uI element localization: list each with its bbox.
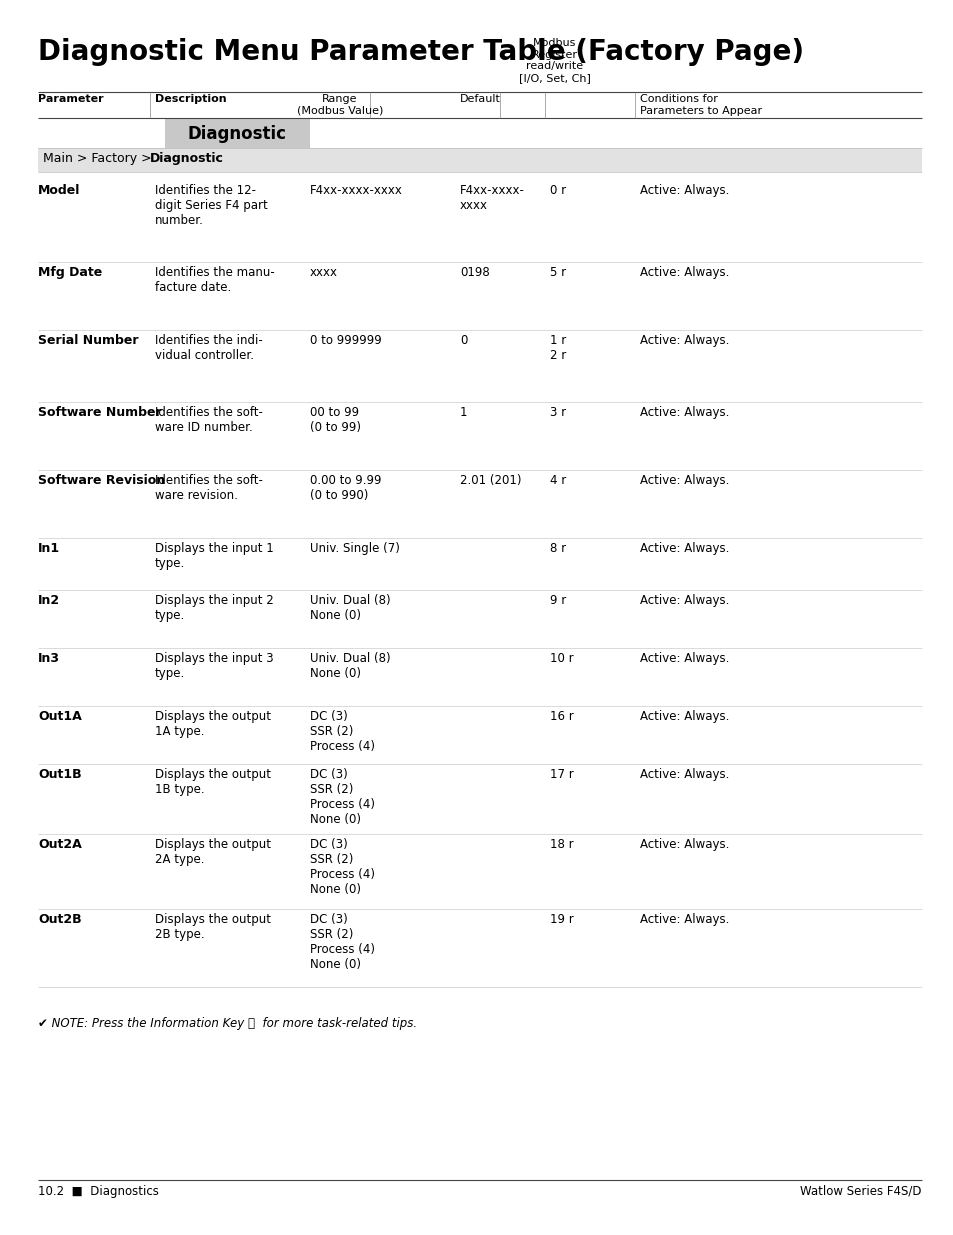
Text: ✔ NOTE: Press the Information Key ⓘ  for more task-related tips.: ✔ NOTE: Press the Information Key ⓘ for … bbox=[38, 1016, 416, 1030]
Text: 0198: 0198 bbox=[459, 266, 489, 279]
Text: F4xx-xxxx-xxxx: F4xx-xxxx-xxxx bbox=[310, 184, 402, 198]
Text: 00 to 99
(0 to 99): 00 to 99 (0 to 99) bbox=[310, 406, 360, 433]
Text: Univ. Dual (8)
None (0): Univ. Dual (8) None (0) bbox=[310, 594, 390, 622]
Text: 16 r: 16 r bbox=[550, 710, 573, 722]
Text: Software Number: Software Number bbox=[38, 406, 161, 419]
Text: Modbus
Register
read/write
[I/O, Set, Ch]: Modbus Register read/write [I/O, Set, Ch… bbox=[518, 38, 590, 83]
Text: Range
(Modbus Value): Range (Modbus Value) bbox=[296, 94, 383, 116]
Text: In2: In2 bbox=[38, 594, 60, 606]
Text: 0 r: 0 r bbox=[550, 184, 565, 198]
Text: DC (3)
SSR (2)
Process (4): DC (3) SSR (2) Process (4) bbox=[310, 710, 375, 753]
Text: 19 r: 19 r bbox=[550, 913, 573, 926]
Text: Out1B: Out1B bbox=[38, 768, 82, 781]
Text: 9 r: 9 r bbox=[550, 594, 566, 606]
Text: 5 r: 5 r bbox=[550, 266, 565, 279]
Text: Diagnostic Menu Parameter Table (Factory Page): Diagnostic Menu Parameter Table (Factory… bbox=[38, 38, 803, 65]
Text: Displays the input 2
type.: Displays the input 2 type. bbox=[154, 594, 274, 622]
Text: Conditions for
Parameters to Appear: Conditions for Parameters to Appear bbox=[639, 94, 761, 116]
Text: Identifies the 12-
digit Series F4 part
number.: Identifies the 12- digit Series F4 part … bbox=[154, 184, 268, 227]
Text: Active: Always.: Active: Always. bbox=[639, 768, 729, 781]
Text: 4 r: 4 r bbox=[550, 474, 566, 487]
Text: 0 to 999999: 0 to 999999 bbox=[310, 333, 381, 347]
Text: Active: Always.: Active: Always. bbox=[639, 652, 729, 664]
Text: Displays the input 1
type.: Displays the input 1 type. bbox=[154, 542, 274, 571]
Text: Displays the output
2B type.: Displays the output 2B type. bbox=[154, 913, 271, 941]
Text: Mfg Date: Mfg Date bbox=[38, 266, 102, 279]
Text: 17 r: 17 r bbox=[550, 768, 573, 781]
Text: 10.2  ■  Diagnostics: 10.2 ■ Diagnostics bbox=[38, 1186, 159, 1198]
Text: Default: Default bbox=[459, 94, 500, 104]
Text: Displays the output
1B type.: Displays the output 1B type. bbox=[154, 768, 271, 797]
Text: 2.01 (201): 2.01 (201) bbox=[459, 474, 521, 487]
Text: 1: 1 bbox=[459, 406, 467, 419]
Text: Serial Number: Serial Number bbox=[38, 333, 138, 347]
Text: Active: Always.: Active: Always. bbox=[639, 839, 729, 851]
Text: Identifies the soft-
ware ID number.: Identifies the soft- ware ID number. bbox=[154, 406, 263, 433]
Text: Watlow Series F4S/D: Watlow Series F4S/D bbox=[800, 1186, 921, 1198]
Text: 0.00 to 9.99
(0 to 990): 0.00 to 9.99 (0 to 990) bbox=[310, 474, 381, 501]
Text: Diagnostic: Diagnostic bbox=[150, 152, 224, 165]
Text: DC (3)
SSR (2)
Process (4)
None (0): DC (3) SSR (2) Process (4) None (0) bbox=[310, 839, 375, 897]
Text: Active: Always.: Active: Always. bbox=[639, 710, 729, 722]
Text: Diagnostic: Diagnostic bbox=[188, 125, 287, 143]
Text: Active: Always.: Active: Always. bbox=[639, 266, 729, 279]
Text: 0: 0 bbox=[459, 333, 467, 347]
Text: Univ. Dual (8)
None (0): Univ. Dual (8) None (0) bbox=[310, 652, 390, 680]
Text: Active: Always.: Active: Always. bbox=[639, 913, 729, 926]
Text: Active: Always.: Active: Always. bbox=[639, 333, 729, 347]
Text: Main > Factory >: Main > Factory > bbox=[43, 152, 155, 165]
Text: xxxx: xxxx bbox=[310, 266, 337, 279]
Bar bbox=[165, 119, 310, 148]
Text: Identifies the indi-
vidual controller.: Identifies the indi- vidual controller. bbox=[154, 333, 262, 362]
Text: Model: Model bbox=[38, 184, 80, 198]
Text: Displays the output
2A type.: Displays the output 2A type. bbox=[154, 839, 271, 866]
Bar bbox=[38, 148, 921, 172]
Text: 1 r
2 r: 1 r 2 r bbox=[550, 333, 566, 362]
Text: DC (3)
SSR (2)
Process (4)
None (0): DC (3) SSR (2) Process (4) None (0) bbox=[310, 768, 375, 826]
Text: Description: Description bbox=[154, 94, 227, 104]
Text: Identifies the manu-
facture date.: Identifies the manu- facture date. bbox=[154, 266, 274, 294]
Text: Out2B: Out2B bbox=[38, 913, 82, 926]
Text: 10 r: 10 r bbox=[550, 652, 573, 664]
Text: Active: Always.: Active: Always. bbox=[639, 406, 729, 419]
Text: Active: Always.: Active: Always. bbox=[639, 184, 729, 198]
Text: Out1A: Out1A bbox=[38, 710, 82, 722]
Text: In1: In1 bbox=[38, 542, 60, 555]
Text: Displays the input 3
type.: Displays the input 3 type. bbox=[154, 652, 274, 680]
Text: In3: In3 bbox=[38, 652, 60, 664]
Text: Active: Always.: Active: Always. bbox=[639, 474, 729, 487]
Text: 8 r: 8 r bbox=[550, 542, 565, 555]
Text: 3 r: 3 r bbox=[550, 406, 565, 419]
Text: Parameter: Parameter bbox=[38, 94, 104, 104]
Text: DC (3)
SSR (2)
Process (4)
None (0): DC (3) SSR (2) Process (4) None (0) bbox=[310, 913, 375, 971]
Text: F4xx-xxxx-
xxxx: F4xx-xxxx- xxxx bbox=[459, 184, 524, 212]
Text: Univ. Single (7): Univ. Single (7) bbox=[310, 542, 399, 555]
Text: Software Revision: Software Revision bbox=[38, 474, 165, 487]
Text: Displays the output
1A type.: Displays the output 1A type. bbox=[154, 710, 271, 739]
Text: 18 r: 18 r bbox=[550, 839, 573, 851]
Text: Active: Always.: Active: Always. bbox=[639, 542, 729, 555]
Text: Identifies the soft-
ware revision.: Identifies the soft- ware revision. bbox=[154, 474, 263, 501]
Text: Out2A: Out2A bbox=[38, 839, 82, 851]
Text: Active: Always.: Active: Always. bbox=[639, 594, 729, 606]
